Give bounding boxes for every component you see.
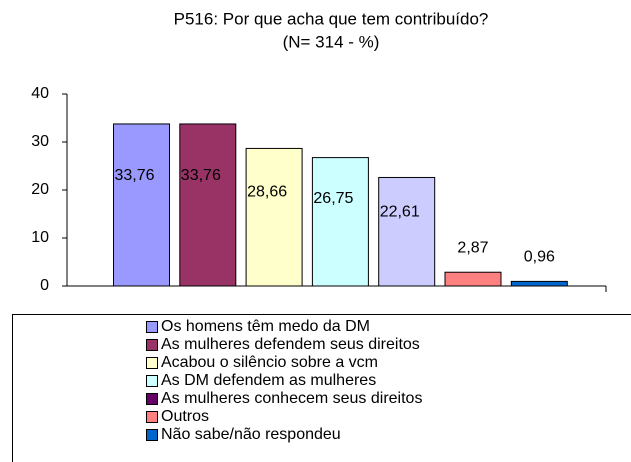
- legend-label: As mulheres defendem seus direitos: [161, 336, 420, 353]
- value-label: 0,96: [524, 249, 555, 266]
- legend-label: Outros: [161, 408, 209, 425]
- chart-title: P516: Por que acha que tem contribuído?: [174, 9, 489, 28]
- bar: [113, 123, 170, 287]
- value-label: 33,76: [181, 167, 221, 184]
- legend-swatch: [146, 411, 158, 423]
- legend-label: Acabou o silêncio sobre a vcm: [161, 354, 378, 371]
- y-tick-label: 0: [40, 277, 49, 294]
- legend-swatch: [146, 357, 158, 369]
- legend-label: Os homens têm medo da DM: [161, 318, 370, 335]
- legend-label: As DM defendem as mulheres: [161, 372, 376, 389]
- value-label: 2,87: [457, 239, 488, 256]
- legend-swatch: [146, 393, 158, 405]
- legend-swatch: [146, 321, 158, 333]
- y-tick-label: 10: [31, 229, 49, 246]
- y-tick-label: 30: [31, 133, 49, 150]
- legend-swatch: [146, 429, 158, 441]
- legend-swatch: [146, 339, 158, 351]
- bar: [245, 147, 303, 287]
- legend-label: As mulheres conhecem seus direitos: [161, 390, 422, 407]
- chart-subtitle: (N= 314 - %): [283, 32, 380, 51]
- bar: [179, 123, 237, 287]
- y-tick-label: 20: [31, 181, 49, 198]
- value-label: 22,61: [380, 203, 420, 220]
- legend-label: Não sabe/não respondeu: [161, 426, 341, 443]
- value-label: 26,75: [313, 190, 353, 207]
- value-label: 33,76: [115, 167, 155, 184]
- bar: [510, 280, 568, 287]
- bar: [378, 176, 436, 287]
- bar: [311, 157, 369, 287]
- bar: [444, 271, 502, 287]
- value-label: 28,66: [247, 184, 287, 201]
- y-tick-label: 40: [31, 85, 49, 102]
- legend-swatch: [146, 375, 158, 387]
- legend-box: [12, 314, 631, 462]
